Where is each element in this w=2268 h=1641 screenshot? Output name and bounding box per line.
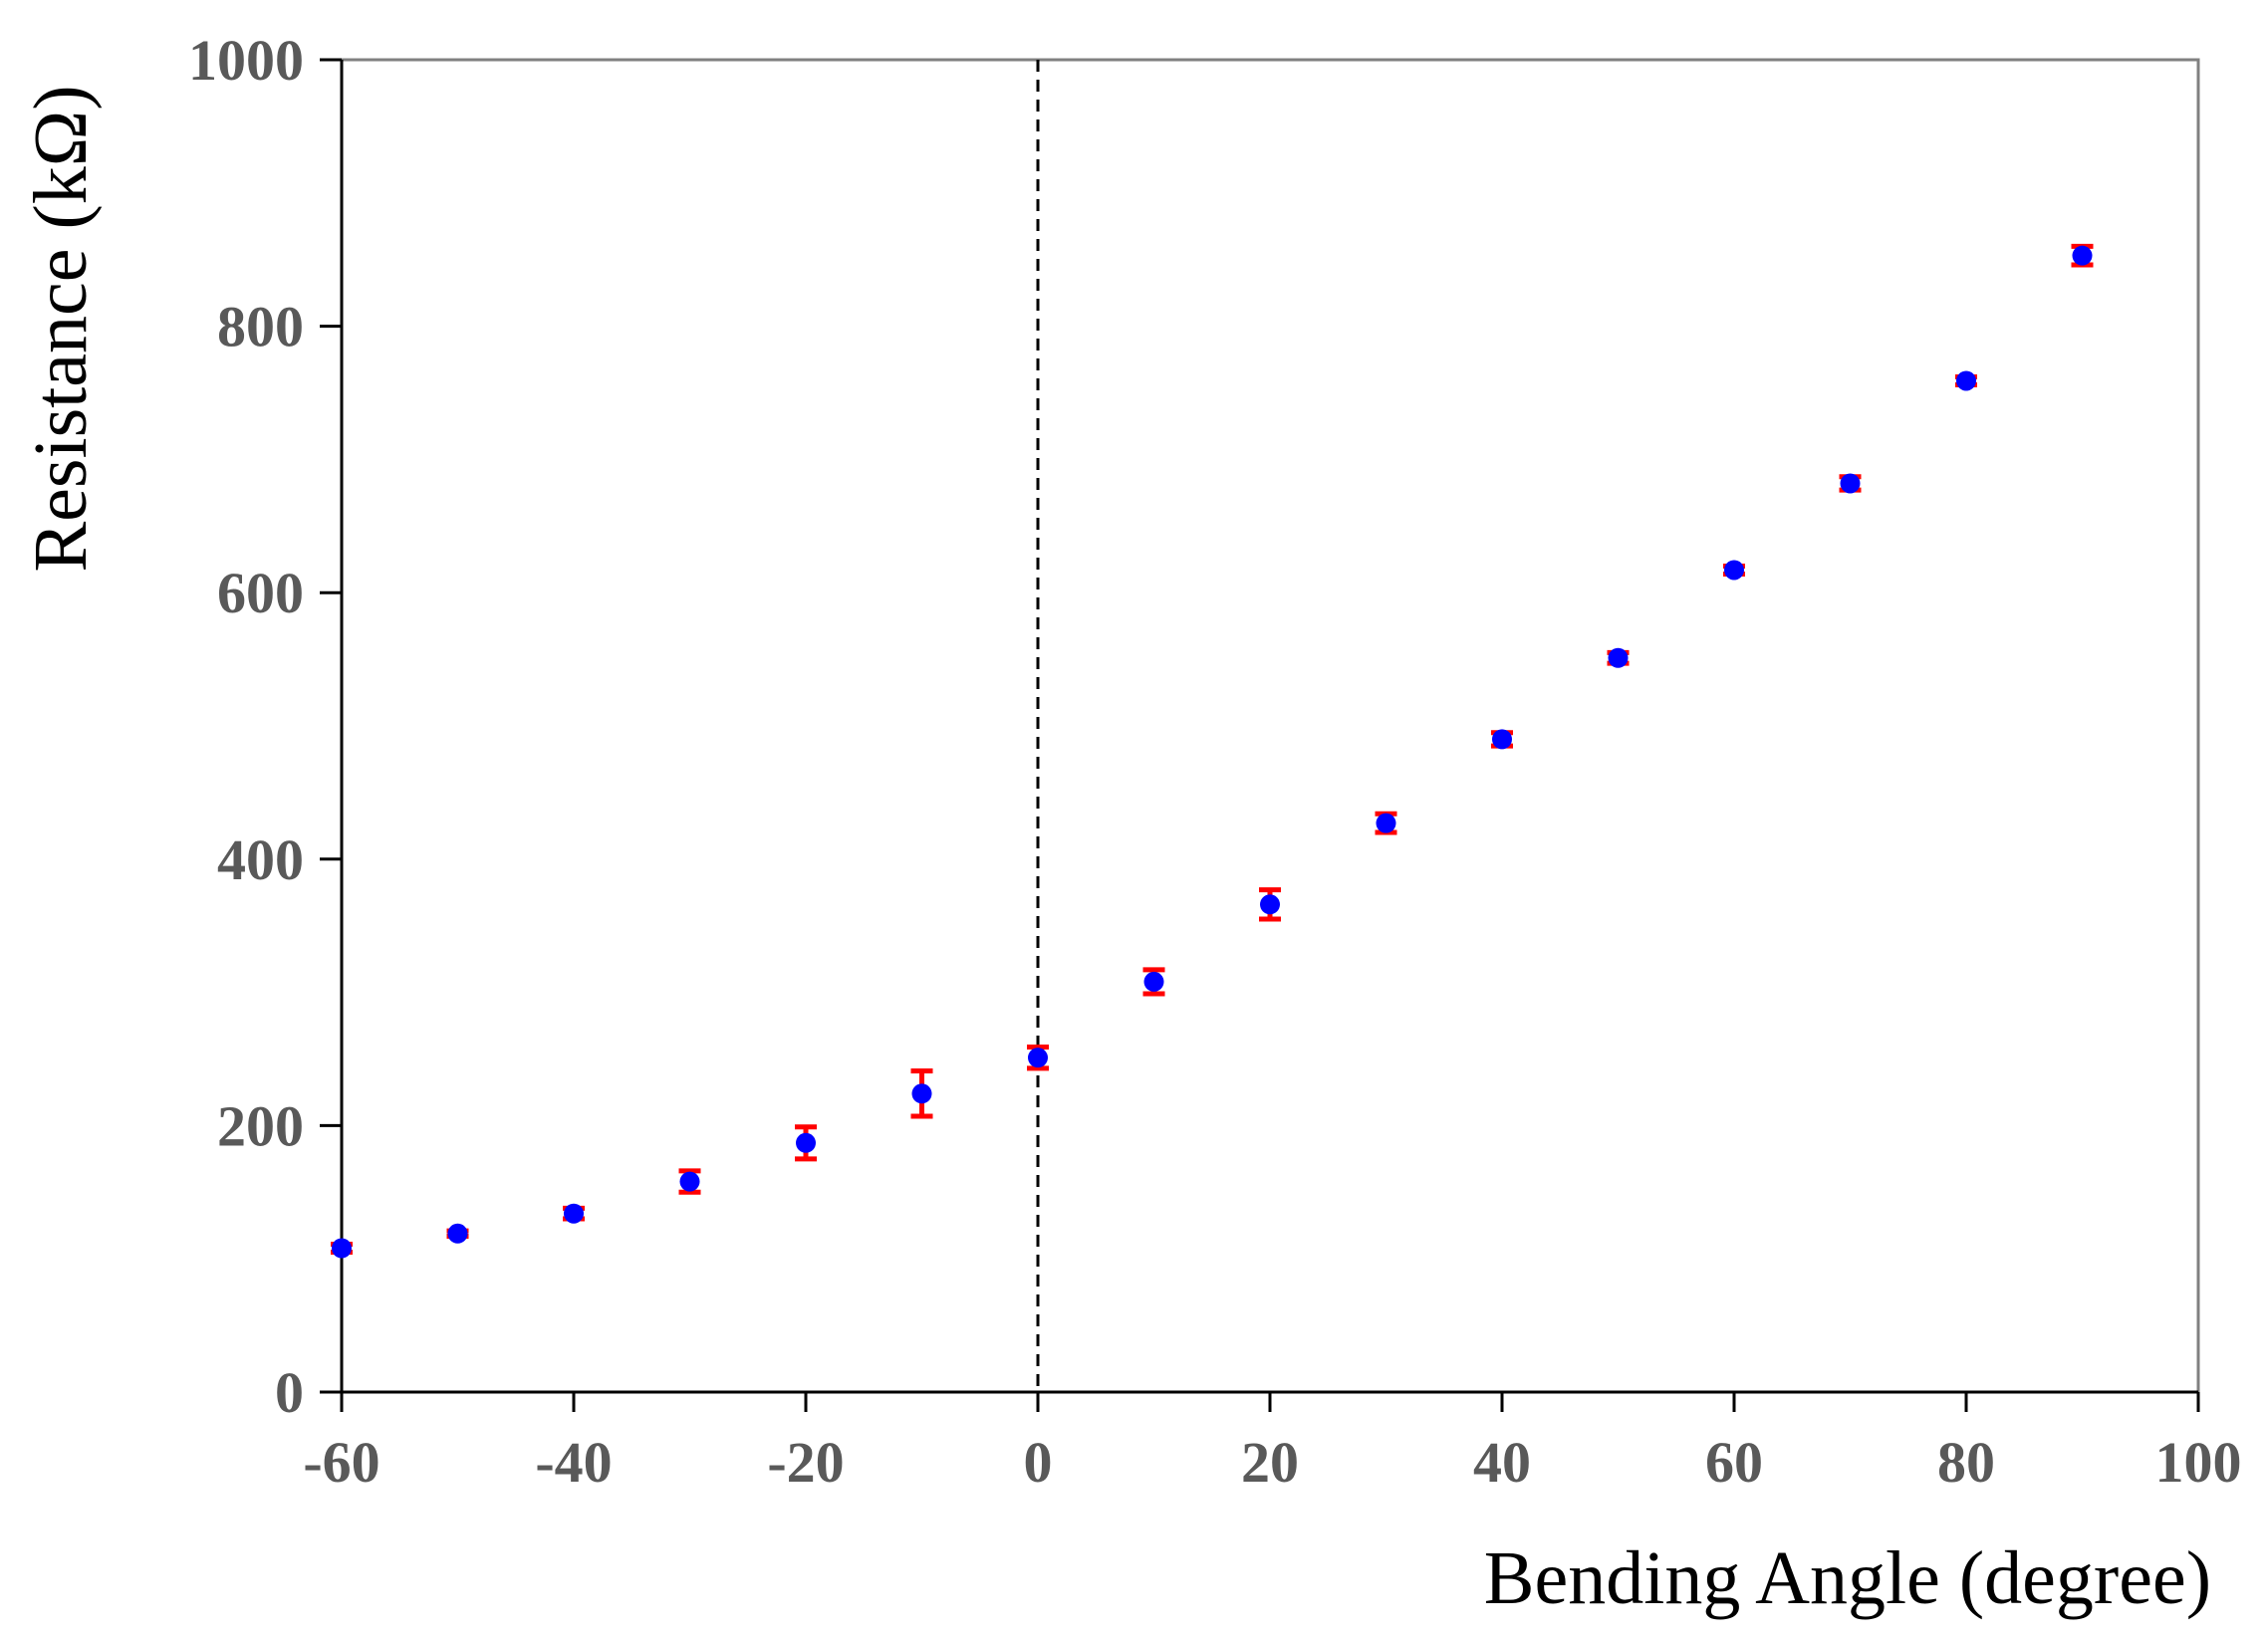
data-point	[332, 1238, 352, 1259]
data-point	[2072, 245, 2093, 266]
y-tick-label: 200	[217, 1093, 304, 1158]
x-tick-label: -20	[767, 1430, 844, 1495]
data-point	[1260, 894, 1280, 915]
x-axis: -60 -40 -20 0 20 40 60 80 100	[303, 1390, 2242, 1495]
plot-border	[340, 58, 2200, 1394]
data-point	[1724, 560, 1744, 581]
x-tick-label: 60	[1705, 1430, 1763, 1495]
data-point	[796, 1132, 816, 1153]
error-bars	[331, 243, 2094, 1256]
data-point	[911, 1083, 932, 1104]
x-tick-label: -60	[303, 1430, 379, 1495]
data-point	[1840, 473, 1861, 494]
data-point	[1608, 647, 1629, 668]
x-tick-label: 80	[1937, 1430, 1995, 1495]
data-points	[332, 245, 2093, 1259]
x-axis-title: Bending Angle (degree)	[1484, 1536, 2211, 1620]
data-point	[1492, 729, 1512, 750]
x-tick-label: 0	[1024, 1430, 1053, 1495]
y-axis: 0 200 400 600 800 1000	[188, 28, 344, 1425]
y-tick-label: 0	[275, 1360, 304, 1425]
x-tick-label: 100	[2155, 1430, 2242, 1495]
y-axis-title: Resistance (kΩ)	[19, 85, 103, 572]
data-point	[564, 1203, 584, 1224]
data-point	[1143, 971, 1164, 992]
y-tick-label: 1000	[188, 28, 304, 93]
plot-frame	[340, 58, 2200, 1394]
data-point	[447, 1223, 468, 1244]
data-point	[1376, 813, 1396, 833]
data-point	[679, 1171, 700, 1192]
data-point	[1028, 1048, 1048, 1068]
x-tick-label: 40	[1473, 1430, 1531, 1495]
y-tick-label: 400	[217, 827, 304, 892]
data-point	[1956, 370, 1976, 391]
y-tick-label: 600	[217, 561, 304, 625]
x-tick-label: 20	[1241, 1430, 1299, 1495]
x-tick-label: -40	[535, 1430, 612, 1495]
y-tick-label: 800	[217, 295, 304, 359]
